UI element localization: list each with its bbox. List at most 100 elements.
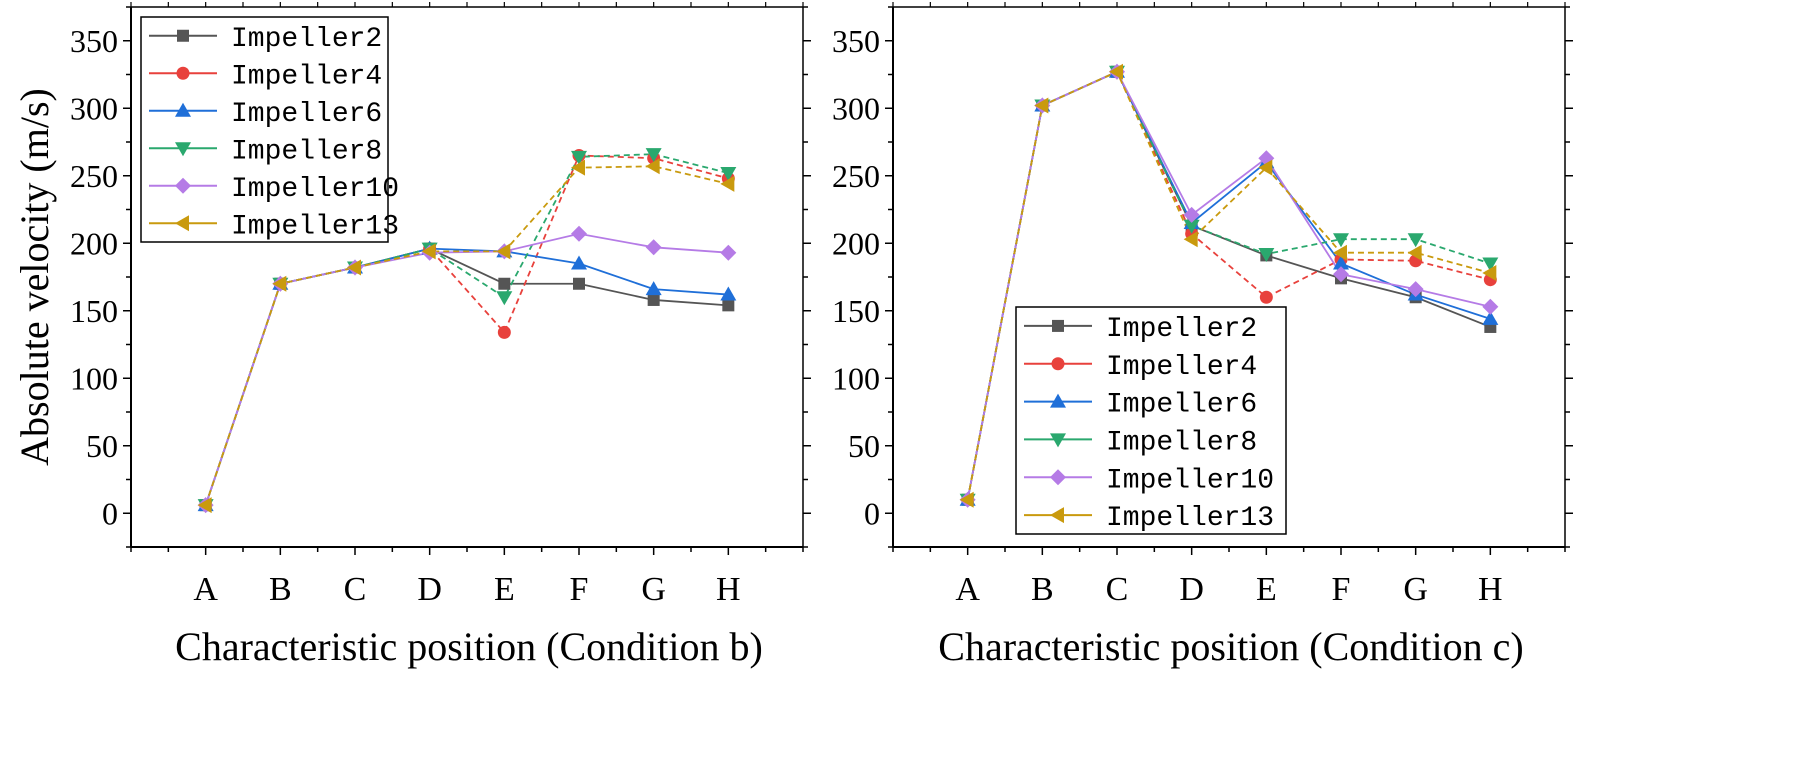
legend-marker [1052, 319, 1064, 332]
x-tick-label: F [1332, 571, 1351, 608]
data-point-impeller2 [647, 293, 660, 306]
data-point-impeller6 [1333, 255, 1349, 270]
legend-item: Impeller6 [149, 99, 382, 130]
legend-label: Impeller13 [1106, 503, 1274, 534]
legend-item: Impeller4 [1024, 352, 1257, 383]
data-point-impeller6 [1482, 310, 1499, 325]
legend-label: Impeller4 [1106, 352, 1257, 383]
data-point-impeller13 [272, 275, 287, 292]
legend-item: Impeller8 [1024, 427, 1257, 458]
y-tick-label: 150 [70, 293, 118, 329]
x-tick-label: B [269, 571, 292, 608]
data-point-impeller4 [497, 325, 511, 339]
x-tick-label: G [1403, 571, 1428, 608]
legend-box [140, 16, 389, 243]
y-tick-label: 0 [864, 495, 880, 531]
data-point-impeller13 [1407, 244, 1422, 261]
data-point-impeller10 [645, 239, 662, 256]
legend: Impeller2 Impeller4 Impeller6 Impeller8 Impe… [1015, 306, 1287, 535]
legend-item: Impeller10 [1024, 465, 1274, 496]
legend-marker [1050, 469, 1066, 486]
data-point-impeller6 [720, 286, 737, 301]
data-point-impeller13 [1333, 244, 1347, 261]
legend-item: Impeller8 [149, 136, 382, 167]
legend-marker [175, 142, 191, 157]
y-tick-label: 0 [102, 495, 118, 531]
legend-label: Impeller8 [231, 136, 382, 167]
data-point-impeller8 [1482, 257, 1499, 272]
data-point-impeller10 [1183, 206, 1200, 223]
data-point-impeller8 [1183, 219, 1200, 234]
data-point-impeller2 [498, 277, 511, 290]
legend-marker [175, 102, 191, 117]
legend-marker [177, 29, 189, 42]
x-tick-label: H [716, 571, 741, 608]
legend-label: Impeller13 [231, 211, 399, 242]
legend-marker [176, 66, 190, 80]
x-tick-label: D [417, 571, 442, 608]
y-axis-title: Absolute velocity (m/s) [12, 88, 57, 466]
y-tick-label: 50 [848, 428, 880, 464]
x-tick-label: F [570, 571, 589, 608]
legend-label: Impeller10 [1106, 465, 1274, 496]
y-tick-label: 100 [70, 360, 118, 396]
data-point-impeller10 [1482, 298, 1499, 315]
data-point-impeller13 [571, 159, 585, 176]
series-line-impeller4 [204, 154, 729, 506]
legend-marker [1050, 433, 1066, 448]
x-tick-label: E [494, 571, 515, 608]
series-line-impeller8 [204, 153, 729, 506]
data-point-impeller10 [571, 225, 587, 242]
legend-label: Impeller2 [1106, 314, 1257, 345]
data-point-impeller10 [1407, 281, 1424, 298]
x-tick-label: E [1256, 571, 1277, 608]
y-tick-label: 50 [86, 428, 118, 464]
legend-item: Impeller13 [149, 211, 399, 242]
legend-label: Impeller2 [231, 24, 382, 55]
data-point-impeller8 [720, 167, 737, 182]
data-point-impeller13 [421, 243, 436, 260]
y-tick-label: 350 [70, 23, 118, 59]
data-point-impeller4 [1259, 290, 1273, 304]
legend-item: Impeller4 [149, 61, 382, 92]
data-point-impeller13 [645, 158, 660, 175]
legend: Impeller2 Impeller4 Impeller6 Impeller8 Impe… [140, 16, 399, 243]
series-line-impeller13 [966, 70, 1491, 500]
data-point-impeller8 [1407, 233, 1424, 248]
data-point-impeller13 [959, 491, 974, 508]
data-point-impeller6 [645, 281, 662, 296]
series-line-impeller13 [204, 165, 729, 506]
y-tick-label: 300 [832, 90, 880, 126]
legend-label: Impeller6 [1106, 390, 1257, 421]
data-point-impeller13 [496, 243, 511, 260]
data-point-impeller13 [1109, 63, 1123, 80]
legend-marker [1051, 357, 1065, 371]
data-point-impeller13 [1258, 159, 1273, 176]
data-point-impeller13 [197, 497, 212, 514]
y-tick-label: 200 [70, 225, 118, 261]
data-point-impeller13 [720, 175, 735, 192]
data-point-impeller13 [1183, 231, 1198, 248]
x-axis-title: Characteristic position (Condition b) [175, 624, 763, 669]
y-tick-label: 250 [832, 158, 880, 194]
data-point-impeller8 [645, 148, 662, 163]
legend-item: Impeller10 [149, 174, 399, 205]
x-tick-label: D [1179, 571, 1204, 608]
data-point-impeller8 [571, 150, 587, 165]
x-tick-label: A [955, 571, 980, 608]
legend-item: Impeller2 [1024, 314, 1257, 345]
data-point-impeller13 [1482, 264, 1497, 281]
y-tick-label: 100 [832, 360, 880, 396]
legend-item: Impeller13 [1024, 503, 1274, 534]
legend-box [1015, 306, 1287, 535]
legend-label: Impeller6 [231, 99, 382, 130]
legend-marker [175, 177, 191, 194]
legend-item: Impeller6 [1024, 390, 1257, 421]
legend-marker [175, 215, 189, 232]
data-point-impeller13 [1034, 97, 1049, 114]
data-point-impeller8 [1333, 233, 1349, 248]
chart-panel-2: 0 50 100 150 200 250 300 350 A B C D E F G H Characteris… [832, 2, 1573, 669]
y-tick-label: 150 [832, 293, 880, 329]
x-tick-label: H [1478, 571, 1503, 608]
